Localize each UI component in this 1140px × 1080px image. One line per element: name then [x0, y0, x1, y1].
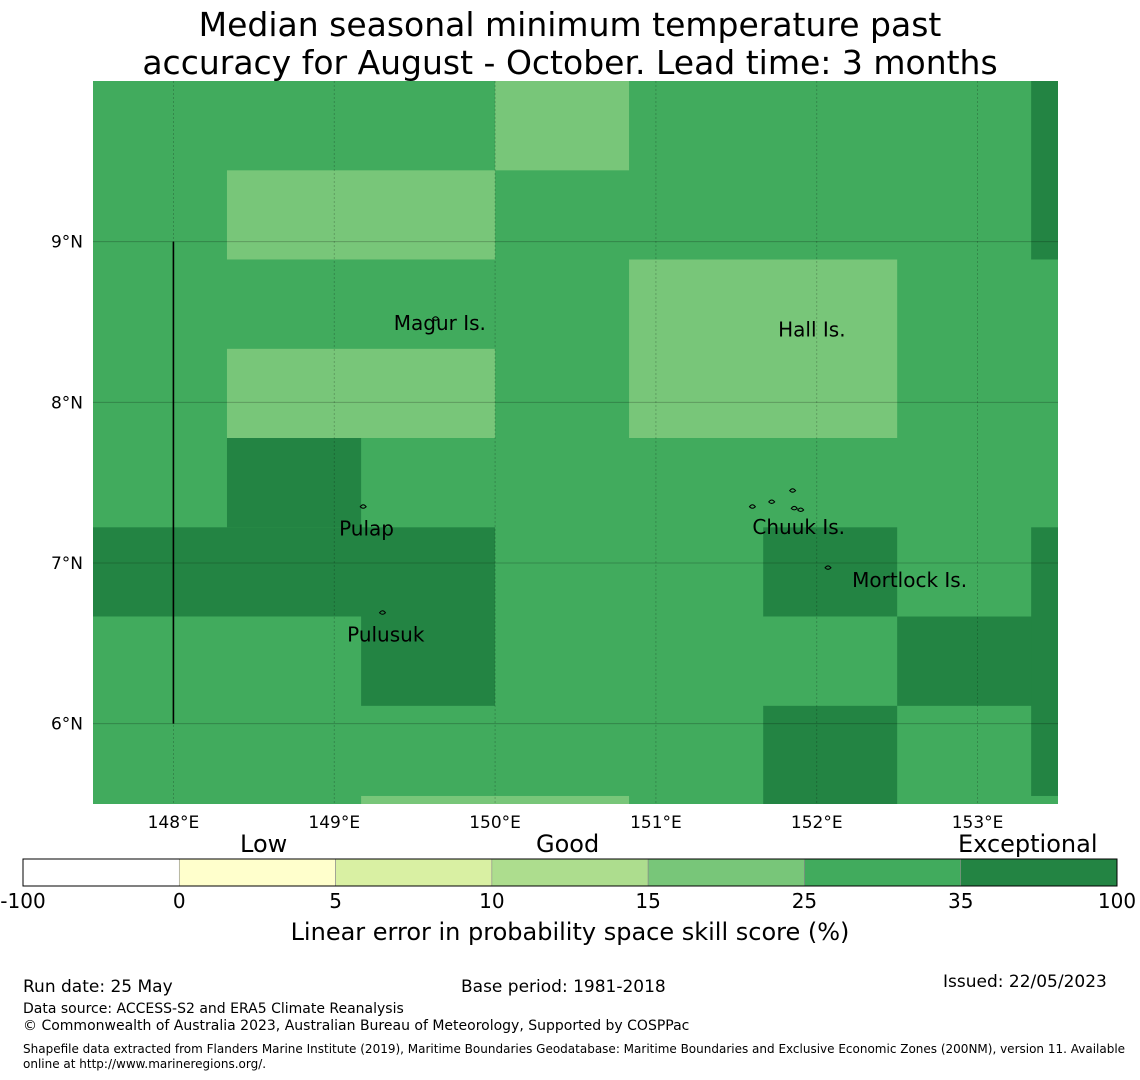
island-outline — [788, 488, 797, 493]
colorbar-bin — [22, 858, 180, 887]
lon-tick-label: 152°E — [791, 813, 843, 830]
island-outline — [359, 504, 367, 509]
island-outline — [748, 504, 757, 509]
lon-tick-label: 153°E — [952, 813, 1004, 830]
place-label: Hall Is. — [778, 317, 845, 341]
place-label: Pulap — [339, 517, 394, 541]
island-outline — [797, 507, 805, 512]
island-outline — [431, 316, 440, 321]
skill-cell — [226, 170, 496, 260]
map-title: Median seasonal minimum temperature past… — [0, 6, 1140, 82]
skill-cell — [763, 705, 898, 804]
legend-category-low: Low — [240, 830, 288, 858]
lon-tick-label: 149°E — [308, 813, 360, 830]
colorbar-tick-label: 25 — [791, 889, 818, 913]
place-label: Mortlock Is. — [852, 568, 967, 592]
colorbar-tick-label: 10 — [479, 889, 505, 913]
skill-cell — [1031, 81, 1058, 260]
island-outline — [790, 505, 798, 511]
skill-cell — [629, 259, 898, 439]
run-date: Run date: 25 May — [23, 977, 173, 997]
base-period: Base period: 1981-2018 — [461, 977, 666, 997]
data-source: Data source: ACCESS-S2 and ERA5 Climate … — [23, 1001, 404, 1017]
place-label: Magur Is. — [394, 311, 486, 335]
colorbar-tick-label: 100 — [1097, 889, 1137, 913]
lon-tick-label: 148°E — [148, 813, 200, 830]
colorbar-outline — [22, 858, 1118, 887]
lat-tick-label: 6°N — [51, 715, 83, 735]
lon-tick-label: 151°E — [630, 813, 682, 830]
skill-cell — [361, 616, 496, 706]
colorbar-tick-label: -100 — [0, 889, 46, 913]
skill-score-map: 148°E 149°E 150°E 151°E 152°E 153°E 9°N 8°N 7°N 6… — [51, 81, 1058, 830]
island-outline — [768, 499, 776, 504]
colorbar — [22, 858, 1118, 887]
colorbar-bin — [647, 858, 805, 887]
skill-cell — [93, 527, 496, 617]
legend-category-exceptional: Exceptional — [958, 830, 1098, 858]
skill-cell — [763, 527, 898, 617]
copyright: © Commonwealth of Australia 2023, Austra… — [23, 1018, 690, 1034]
shapefile-credit: Shapefile data extracted from Flanders M… — [23, 1042, 1126, 1071]
colorbar-tick-label: 35 — [947, 889, 974, 913]
lat-tick-label: 9°N — [51, 233, 83, 253]
colorbar-bin — [335, 858, 493, 887]
island-outline — [378, 610, 387, 615]
colorbar-label: Linear error in probability space skill … — [290, 918, 850, 946]
colorbar-bin — [804, 858, 962, 887]
map-title-line1: Median seasonal minimum temperature past — [198, 5, 942, 44]
colorbar-tick-label: 5 — [329, 889, 342, 913]
lat-tick-label: 8°N — [51, 393, 83, 413]
lon-tick-label: 150°E — [469, 813, 521, 830]
colorbar-bin — [178, 858, 336, 887]
island-outline — [824, 565, 832, 570]
colorbar-tick-label: 0 — [172, 889, 186, 913]
skill-cell — [226, 348, 496, 439]
lat-tick-label: 7°N — [51, 554, 83, 574]
skill-cell — [495, 81, 630, 171]
colorbar-bin — [491, 858, 649, 887]
skill-cell — [361, 795, 630, 804]
skill-cell — [1031, 527, 1058, 796]
colorbar-tick-label: 15 — [635, 889, 661, 913]
legend-category-good: Good — [536, 830, 600, 858]
place-label: Pulusuk — [347, 623, 425, 647]
colorbar-bin — [960, 858, 1118, 887]
issued-date: Issued: 22/05/2023 — [943, 972, 1107, 992]
place-label: Chuuk Is. — [752, 515, 845, 539]
map-title-line2: accuracy for August - October. Lead time… — [142, 43, 998, 82]
skill-cell — [226, 438, 362, 528]
